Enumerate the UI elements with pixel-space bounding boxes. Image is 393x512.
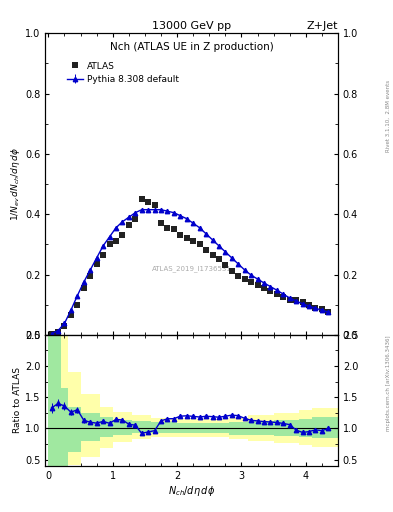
ATLAS — [223, 262, 228, 268]
Text: ATLAS_2019_I1736531: ATLAS_2019_I1736531 — [152, 265, 231, 272]
ATLAS — [140, 196, 144, 202]
ATLAS — [262, 285, 266, 291]
ATLAS — [287, 297, 292, 303]
ATLAS — [294, 297, 299, 303]
Y-axis label: Ratio to ATLAS: Ratio to ATLAS — [13, 368, 22, 433]
ATLAS — [281, 294, 286, 300]
ATLAS — [300, 298, 305, 305]
ATLAS — [75, 302, 80, 308]
Line: ATLAS: ATLAS — [49, 197, 331, 336]
ATLAS — [249, 279, 253, 285]
ATLAS — [197, 241, 202, 247]
ATLAS — [313, 305, 318, 311]
ATLAS — [62, 323, 67, 329]
Text: Nch (ATLAS UE in Z production): Nch (ATLAS UE in Z production) — [110, 42, 274, 52]
Legend: ATLAS, Pythia 8.308 default: ATLAS, Pythia 8.308 default — [64, 59, 182, 87]
ATLAS — [210, 252, 215, 258]
ATLAS — [217, 257, 221, 263]
ATLAS — [274, 291, 279, 297]
ATLAS — [146, 199, 151, 205]
ATLAS — [165, 225, 170, 231]
ATLAS — [114, 238, 118, 244]
ATLAS — [326, 309, 331, 315]
ATLAS — [133, 216, 138, 222]
ATLAS — [268, 288, 273, 294]
ATLAS — [88, 273, 93, 279]
ATLAS — [230, 268, 234, 274]
Text: mcplots.cern.ch [arXiv:1306.3436]: mcplots.cern.ch [arXiv:1306.3436] — [386, 335, 391, 431]
ATLAS — [191, 238, 196, 244]
ATLAS — [204, 247, 208, 253]
ATLAS — [127, 222, 131, 228]
Text: 13000 GeV pp: 13000 GeV pp — [152, 20, 231, 31]
ATLAS — [68, 312, 73, 318]
Text: Z+Jet: Z+Jet — [307, 20, 338, 31]
Text: Rivet 3.1.10,  2.8M events: Rivet 3.1.10, 2.8M events — [386, 80, 391, 152]
ATLAS — [56, 329, 61, 335]
ATLAS — [107, 241, 112, 247]
ATLAS — [307, 302, 311, 308]
ATLAS — [94, 261, 99, 267]
ATLAS — [152, 202, 157, 208]
ATLAS — [236, 273, 241, 279]
ATLAS — [159, 220, 163, 226]
X-axis label: $N_{ch}/d\eta\,d\phi$: $N_{ch}/d\eta\,d\phi$ — [168, 483, 215, 498]
ATLAS — [49, 331, 54, 337]
ATLAS — [320, 306, 324, 312]
Y-axis label: $1/N_{ev}\,dN_{ch}/d\eta\,d\phi$: $1/N_{ev}\,dN_{ch}/d\eta\,d\phi$ — [9, 147, 22, 221]
ATLAS — [242, 276, 247, 282]
ATLAS — [255, 282, 260, 288]
ATLAS — [184, 235, 189, 241]
ATLAS — [178, 232, 183, 239]
ATLAS — [101, 252, 105, 258]
ATLAS — [81, 285, 86, 291]
ATLAS — [171, 226, 176, 232]
ATLAS — [120, 232, 125, 239]
